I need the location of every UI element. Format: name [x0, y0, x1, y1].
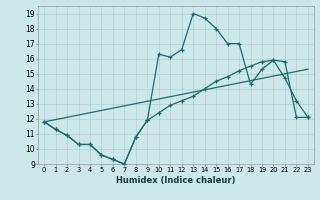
X-axis label: Humidex (Indice chaleur): Humidex (Indice chaleur) — [116, 176, 236, 185]
